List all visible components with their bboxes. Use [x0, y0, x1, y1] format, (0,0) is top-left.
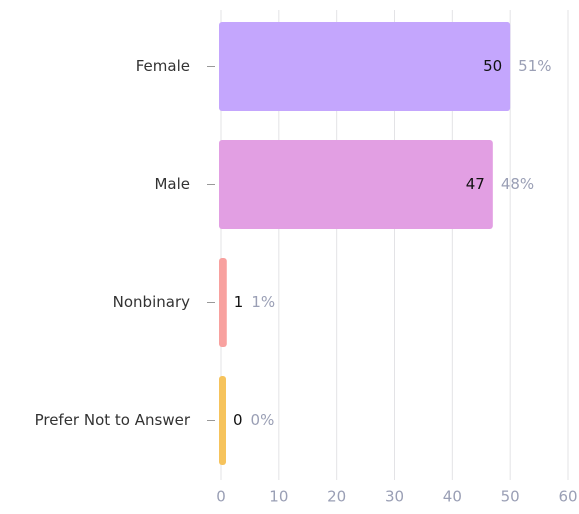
percent-label: 48% [501, 175, 534, 193]
bar [219, 376, 226, 465]
x-tick-label: 40 [443, 488, 462, 506]
x-tick-label: 60 [558, 488, 577, 506]
percent-label: 51% [518, 57, 551, 75]
x-tick-label: 10 [269, 488, 288, 506]
bar [219, 140, 493, 229]
value-label: 1 [234, 293, 244, 311]
x-tick-label: 50 [501, 488, 520, 506]
category-label: Nonbinary [113, 293, 190, 311]
x-tick-label: 20 [327, 488, 346, 506]
x-tick-label: 30 [385, 488, 404, 506]
value-label: 0 [233, 411, 243, 429]
category-label: Male [154, 175, 190, 193]
percent-label: 1% [251, 293, 275, 311]
percent-label: 0% [251, 411, 275, 429]
category-label: Prefer Not to Answer [35, 411, 191, 429]
category-label: Female [136, 57, 190, 75]
value-label: 50 [483, 57, 502, 75]
bar [219, 22, 511, 111]
x-tick-label: 0 [216, 488, 226, 506]
bar [219, 258, 227, 347]
value-label: 47 [466, 175, 485, 193]
